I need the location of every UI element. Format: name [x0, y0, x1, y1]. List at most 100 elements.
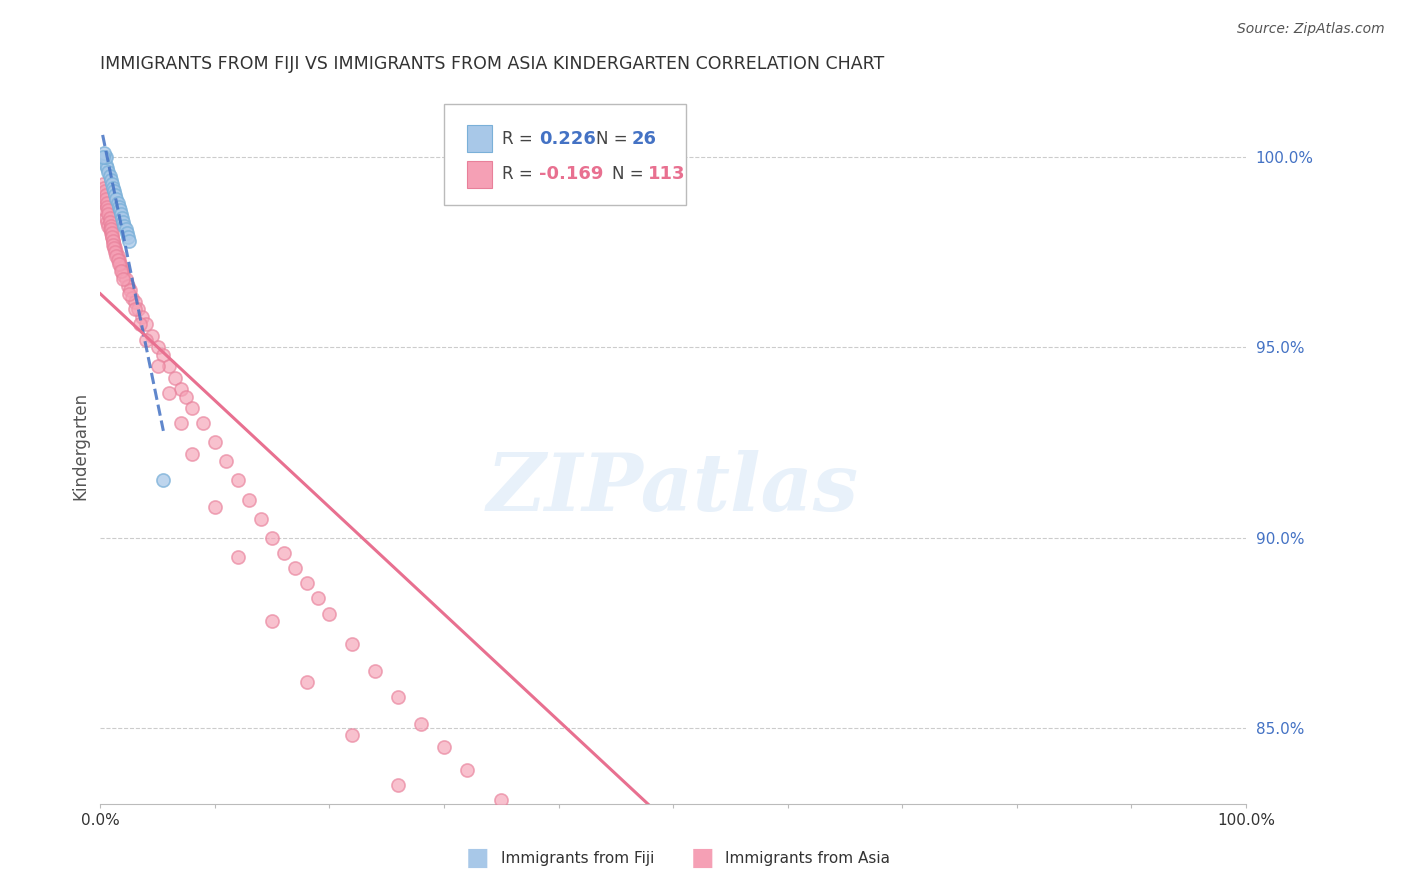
Point [120, 283, 142, 297]
Point [96, 161, 118, 176]
Point [135, 333, 157, 347]
Point [118, 287, 141, 301]
Text: ■: ■ [467, 847, 489, 870]
Point [193, 417, 215, 431]
Point [112, 272, 135, 286]
Point [131, 310, 153, 324]
Point [616, 873, 638, 888]
Point [107, 252, 129, 267]
Point [91, 150, 114, 164]
Point [103, 237, 125, 252]
Point [117, 279, 139, 293]
Point [112, 219, 135, 233]
Point [93, 146, 115, 161]
Point [342, 637, 364, 651]
Point [94, 158, 117, 172]
Point [94, 203, 117, 218]
Point [110, 207, 132, 221]
Point [98, 211, 121, 225]
Point [98, 222, 121, 236]
Point [387, 778, 409, 792]
Point [98, 169, 121, 183]
Point [100, 226, 122, 240]
Point [273, 546, 295, 560]
Point [152, 348, 174, 362]
Point [94, 192, 117, 206]
Text: 26: 26 [631, 129, 657, 148]
Point [456, 763, 478, 777]
Point [135, 318, 157, 332]
Point [104, 241, 127, 255]
Point [105, 249, 128, 263]
Point [284, 561, 307, 575]
Point [112, 215, 135, 229]
Point [169, 382, 191, 396]
Y-axis label: Kindergarten: Kindergarten [72, 392, 89, 500]
Point [111, 264, 134, 278]
Point [364, 664, 387, 678]
Point [94, 211, 117, 225]
Point [226, 474, 249, 488]
Point [103, 241, 125, 255]
Point [94, 184, 117, 198]
Point [100, 173, 122, 187]
Point [107, 195, 129, 210]
Point [262, 614, 284, 628]
Text: ZIPatlas: ZIPatlas [486, 450, 859, 528]
Point [107, 252, 129, 267]
FancyBboxPatch shape [444, 104, 686, 205]
Text: Immigrants from Fiji: Immigrants from Fiji [501, 851, 654, 865]
Point [114, 222, 136, 236]
Point [103, 184, 125, 198]
Point [94, 150, 117, 164]
Point [104, 245, 127, 260]
Point [249, 511, 271, 525]
Text: R =: R = [502, 129, 538, 148]
Point [121, 291, 143, 305]
Point [97, 203, 120, 218]
Point [105, 245, 128, 260]
Point [215, 454, 238, 468]
Text: Immigrants from Asia: Immigrants from Asia [725, 851, 890, 865]
Point [101, 234, 124, 248]
Point [582, 854, 605, 868]
Text: 0.226: 0.226 [538, 129, 596, 148]
Point [110, 264, 132, 278]
Point [101, 177, 124, 191]
Point [111, 211, 134, 225]
Point [157, 359, 180, 374]
Point [491, 793, 513, 807]
Point [104, 188, 127, 202]
Point [112, 268, 135, 282]
Point [262, 531, 284, 545]
Text: N =: N = [596, 129, 633, 148]
Point [101, 226, 124, 240]
Point [118, 234, 141, 248]
Point [97, 207, 120, 221]
Point [129, 318, 152, 332]
Point [114, 272, 136, 286]
Point [204, 435, 226, 450]
Point [97, 219, 120, 233]
Point [295, 675, 318, 690]
Point [108, 257, 131, 271]
Point [307, 591, 329, 606]
Point [547, 831, 569, 846]
Point [157, 386, 180, 401]
Point [105, 192, 128, 206]
Point [101, 230, 124, 244]
Point [433, 816, 456, 830]
Point [502, 854, 524, 868]
Point [152, 474, 174, 488]
Point [295, 576, 318, 591]
Bar [467, 161, 492, 188]
Text: ■: ■ [692, 847, 714, 870]
Point [110, 260, 132, 275]
Point [174, 390, 197, 404]
Point [108, 203, 131, 218]
Point [204, 500, 226, 515]
Point [101, 180, 124, 194]
Point [107, 249, 129, 263]
Point [146, 340, 169, 354]
Point [127, 302, 149, 317]
